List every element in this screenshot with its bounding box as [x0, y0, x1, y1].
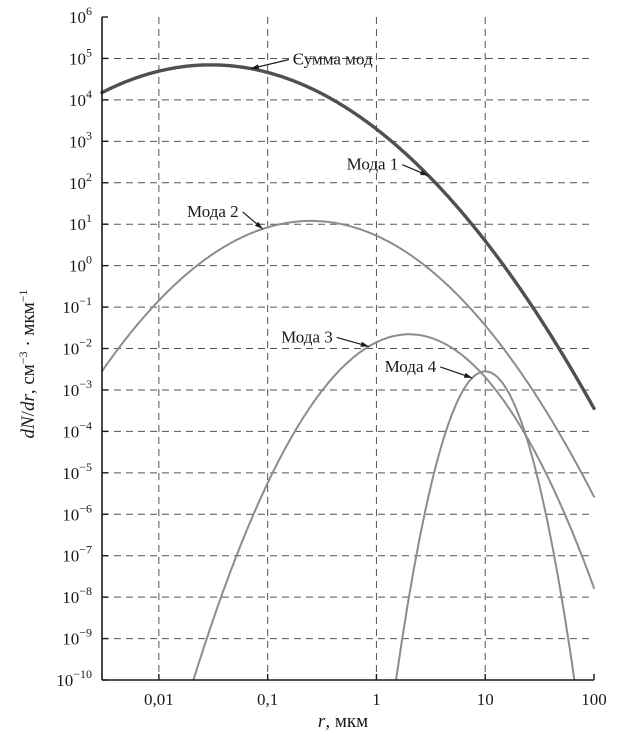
y-tick-base: 10 [62, 381, 79, 400]
y-tick-exponent: 0 [86, 253, 92, 267]
series-line-мода-2 [101, 219, 595, 498]
annotation-label-мода-1: Мода 1 [347, 155, 399, 174]
y-tick-base: 10 [69, 215, 86, 234]
y-tick-exponent: −4 [79, 418, 92, 432]
series-line-мода-4 [395, 370, 576, 681]
y-tick-label: 10−5 [62, 460, 92, 483]
y-tick-base: 10 [69, 257, 86, 276]
y-tick-base: 10 [62, 340, 79, 359]
y-tick-exponent: −1 [79, 294, 92, 308]
y-tick-base: 10 [62, 464, 79, 483]
y-tick-base: 10 [69, 132, 86, 151]
y-tick-base: 10 [62, 588, 79, 607]
y-tick-label: 102 [69, 170, 92, 193]
y-tick-exponent: −3 [79, 377, 92, 391]
y-tick-base: 10 [62, 422, 79, 441]
annotation-label-мода-2: Мода 2 [187, 202, 239, 221]
y-tick-base: 10 [69, 174, 86, 193]
y-tick-label: 10−10 [56, 667, 92, 690]
annotation-label-мода-3: Мода 3 [281, 327, 333, 346]
x-axis-variable: r [318, 711, 326, 732]
y-axis-var-dr: dr [18, 394, 39, 412]
x-tick-label: 1 [372, 690, 381, 709]
y-tick-label: 10−3 [62, 377, 92, 400]
y-tick-exponent: −6 [79, 501, 92, 515]
y-tick-labels: 10610510410310210110010−110−210−310−410−… [56, 4, 92, 690]
y-tick-base: 10 [69, 49, 86, 68]
y-tick-exponent: 4 [86, 87, 92, 101]
x-tick-label: 0,01 [144, 690, 174, 709]
y-axis-exp-um: −1 [16, 289, 30, 302]
y-tick-label: 10−6 [62, 501, 92, 524]
y-axis-unit-um: · мкм [18, 302, 39, 351]
annotation-arrowhead [254, 221, 263, 229]
y-tick-exponent: 3 [86, 128, 92, 142]
x-axis-unit: , мкм [325, 711, 368, 732]
y-tick-label: 101 [69, 211, 92, 234]
y-tick-label: 100 [69, 253, 92, 276]
x-tick-label: 10 [477, 690, 494, 709]
y-tick-base: 10 [62, 505, 79, 524]
y-tick-exponent: −10 [73, 667, 92, 681]
y-tick-base: 10 [62, 298, 79, 317]
y-tick-label: 10−2 [62, 336, 92, 359]
y-tick-exponent: −9 [79, 626, 92, 640]
y-tick-label: 10−8 [62, 584, 92, 607]
y-axis-unit-cm: , см [18, 364, 39, 394]
y-tick-exponent: 5 [86, 45, 92, 59]
y-tick-label: 10−4 [62, 418, 92, 441]
x-tick-labels: 0,01 0,1 1 10 100 [144, 690, 607, 709]
y-tick-label: 104 [69, 87, 92, 110]
axes [101, 16, 595, 681]
series-layer [100, 63, 596, 681]
series-line-сумма-мод [100, 63, 596, 411]
y-axis-title: dN/dr, см−3 · мкм−1 [16, 289, 39, 438]
y-tick-exponent: 1 [86, 211, 92, 225]
y-tick-label: 10−7 [62, 543, 92, 566]
y-tick-label: 10−9 [62, 626, 92, 649]
grid [102, 17, 594, 680]
y-tick-exponent: −7 [79, 543, 92, 557]
y-tick-base: 10 [62, 630, 79, 649]
annotation-label-мода-4: Мода 4 [385, 357, 437, 376]
annotations: Сумма мод Мода 2 Мода 3 Мода 1 Мода 4 [187, 50, 473, 379]
y-tick-exponent: 6 [86, 4, 92, 18]
x-axis-title: r, мкм [318, 711, 368, 732]
annotation-arrowhead [420, 170, 429, 176]
y-axis-slash: / [18, 410, 39, 416]
y-tick-label: 105 [69, 45, 92, 68]
series-line-мода-3 [192, 333, 595, 681]
y-axis-var-dn: dN [18, 415, 39, 439]
x-tick-label: 100 [581, 690, 607, 709]
y-tick-exponent: −8 [79, 584, 92, 598]
annotation-arrowhead [463, 372, 473, 378]
y-tick-base: 10 [56, 671, 73, 690]
y-tick-label: 103 [69, 128, 92, 151]
y-tick-base: 10 [69, 8, 86, 27]
y-axis-exp-cm: −3 [16, 351, 30, 364]
annotation-arrowhead [250, 64, 260, 70]
annotation-arrowhead [360, 341, 369, 347]
annotation-label-сумма-мод: Сумма мод [293, 50, 373, 69]
x-tick-label: 0,1 [257, 690, 278, 709]
series-line-мода-1 [101, 63, 595, 410]
y-tick-exponent: −5 [79, 460, 92, 474]
y-tick-base: 10 [62, 547, 79, 566]
y-tick-label: 106 [69, 4, 92, 27]
y-tick-exponent: −2 [79, 336, 92, 350]
y-tick-label: 10−1 [62, 294, 92, 317]
y-tick-base: 10 [69, 91, 86, 110]
y-tick-exponent: 2 [86, 170, 92, 184]
